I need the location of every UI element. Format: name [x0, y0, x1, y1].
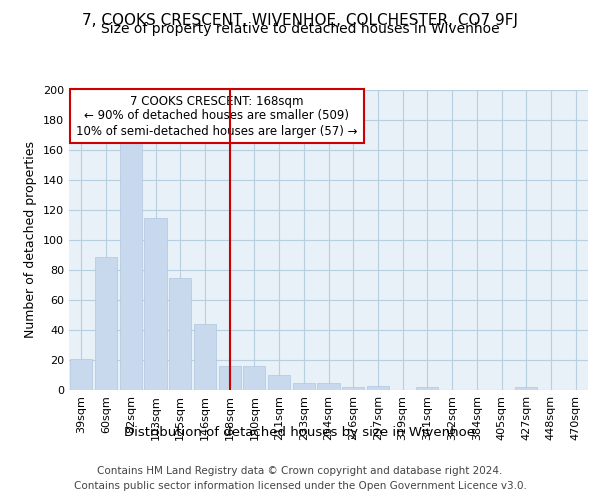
Bar	[95, 256, 117, 390]
Y-axis label: Number of detached properties: Number of detached properties	[25, 142, 37, 338]
Text: Distribution of detached houses by size in Wivenhoe: Distribution of detached houses by size …	[125, 426, 476, 439]
Bar	[243, 366, 265, 390]
Bar	[70, 358, 92, 390]
Bar	[317, 382, 340, 390]
Text: 7 COOKS CRESCENT: 168sqm
← 90% of detached houses are smaller (509)
10% of semi-: 7 COOKS CRESCENT: 168sqm ← 90% of detach…	[76, 94, 358, 138]
Bar	[218, 366, 241, 390]
Text: Contains HM Land Registry data © Crown copyright and database right 2024.: Contains HM Land Registry data © Crown c…	[97, 466, 503, 476]
Bar	[293, 382, 315, 390]
Bar	[367, 386, 389, 390]
Bar	[194, 324, 216, 390]
Bar	[515, 387, 538, 390]
Bar	[169, 278, 191, 390]
Bar	[119, 138, 142, 390]
Text: Size of property relative to detached houses in Wivenhoe: Size of property relative to detached ho…	[101, 22, 499, 36]
Text: 7, COOKS CRESCENT, WIVENHOE, COLCHESTER, CO7 9FJ: 7, COOKS CRESCENT, WIVENHOE, COLCHESTER,…	[82, 12, 518, 28]
Bar	[145, 218, 167, 390]
Bar	[268, 375, 290, 390]
Text: Contains public sector information licensed under the Open Government Licence v3: Contains public sector information licen…	[74, 481, 526, 491]
Bar	[342, 387, 364, 390]
Bar	[416, 387, 439, 390]
